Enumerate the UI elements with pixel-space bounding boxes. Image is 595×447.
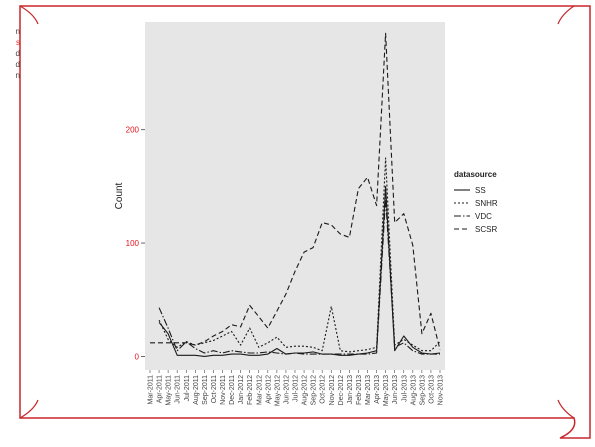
left-margin-line: n bbox=[15, 71, 20, 80]
x-tick-label: Mar-2012 bbox=[256, 375, 263, 405]
x-tick-label: Aug-2011 bbox=[193, 375, 200, 405]
legend: datasource SS SNHR VDC SCSR bbox=[454, 170, 498, 234]
x-tick-label: Sep-2012 bbox=[311, 375, 318, 405]
y-axis: 0 100 200 bbox=[126, 126, 145, 361]
legend-label-snhr: SNHR bbox=[475, 199, 498, 208]
x-tick-label: Dec-2011 bbox=[229, 375, 236, 405]
x-tick-label: Nov-2011 bbox=[220, 375, 227, 405]
x-tick-label: Feb-2012 bbox=[247, 375, 254, 405]
x-tick-label: Apr-2012 bbox=[265, 375, 272, 404]
x-tick-label: Nov-2012 bbox=[329, 375, 336, 405]
x-tick-label: Jan-2013 bbox=[347, 375, 354, 404]
x-tick-label: Jul-2013 bbox=[401, 375, 408, 402]
x-tick-label: Dec-2012 bbox=[338, 375, 345, 405]
x-tick-label: Aug-2012 bbox=[302, 375, 309, 405]
x-tick-label: Jan-2012 bbox=[238, 375, 245, 404]
y-tick-label: 0 bbox=[135, 352, 140, 361]
x-tick-label: Jun-2013 bbox=[392, 375, 399, 404]
left-margin-line: n bbox=[15, 27, 20, 36]
x-tick-label: Apr-2011 bbox=[157, 375, 164, 403]
x-tick-label: May-2013 bbox=[383, 375, 390, 406]
y-tick-label: 100 bbox=[126, 239, 140, 248]
plot-panel bbox=[145, 22, 445, 370]
x-tick-label: Sep-2011 bbox=[202, 375, 209, 405]
x-tick-label: May-2012 bbox=[274, 375, 281, 406]
x-axis: Mar-2011 Apr-2011 May-2011 Jun-2011 Jul-2011… bbox=[148, 370, 445, 406]
x-tick-label: Mar-2013 bbox=[365, 375, 372, 405]
x-tick-label: Feb-2013 bbox=[356, 375, 363, 405]
x-tick-label: Mar-2011 bbox=[148, 375, 155, 405]
x-tick-label: Oct-2013 bbox=[428, 375, 435, 404]
legend-title: datasource bbox=[454, 170, 497, 179]
series-line-scsr bbox=[150, 32, 441, 350]
x-tick-label: Sep-2013 bbox=[419, 375, 426, 405]
x-tick-label: Jun-2012 bbox=[283, 375, 290, 404]
left-margin-line: s bbox=[16, 38, 20, 47]
x-tick-label: May-2011 bbox=[166, 375, 173, 406]
left-margin-line: d bbox=[15, 49, 20, 58]
series-line-vdc bbox=[158, 197, 440, 355]
left-margin-line: d bbox=[15, 60, 20, 69]
legend-label-vdc: VDC bbox=[475, 212, 492, 221]
legend-label-ss: SS bbox=[475, 186, 486, 195]
y-tick-label: 200 bbox=[126, 126, 140, 135]
x-tick-label: Aug-2013 bbox=[410, 375, 417, 405]
x-tick-label: Apr-2013 bbox=[374, 375, 381, 404]
legend-label-scsr: SCSR bbox=[475, 225, 497, 234]
series-layer bbox=[150, 32, 441, 357]
x-tick-label: Oct-2012 bbox=[320, 375, 327, 404]
x-tick-label: Jun-2011 bbox=[175, 375, 182, 404]
left-margin-text: n s d d n bbox=[0, 26, 20, 81]
x-tick-label: Jul-2011 bbox=[184, 375, 191, 401]
x-tick-label: Jul-2012 bbox=[293, 375, 300, 402]
y-axis-label: Count bbox=[114, 182, 125, 209]
x-tick-label: Oct-2011 bbox=[211, 375, 218, 403]
x-tick-label: Nov-2013 bbox=[438, 375, 445, 405]
